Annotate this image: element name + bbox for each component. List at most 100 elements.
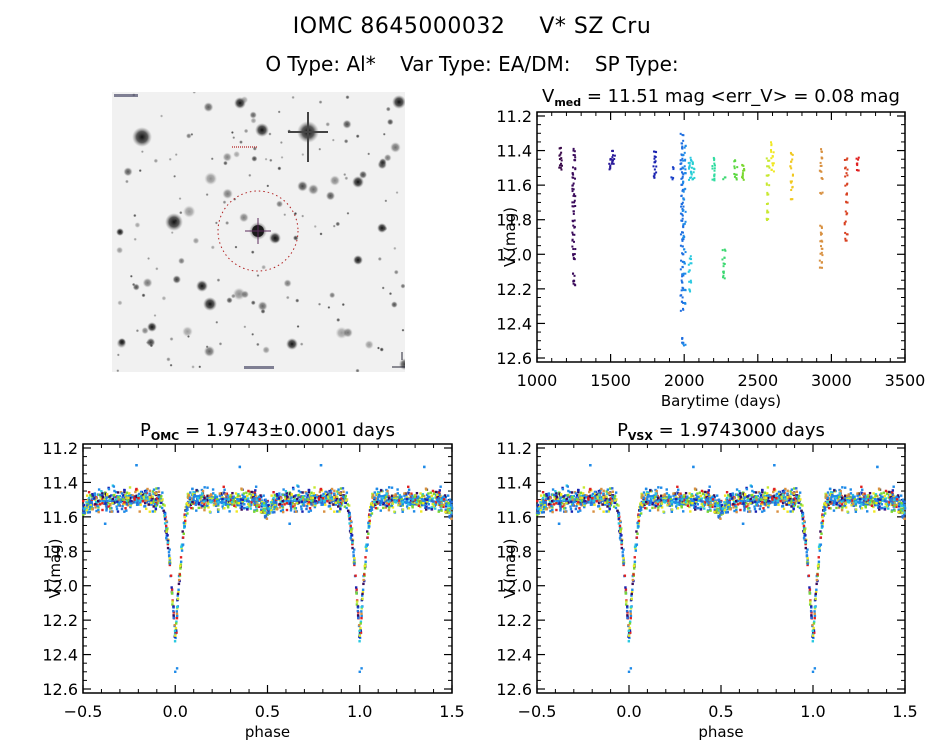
data-point [622,558,625,561]
data-point [569,507,573,511]
data-point [387,500,390,503]
data-point [364,545,368,549]
data-point [251,496,254,499]
data-point [294,507,298,510]
data-point [681,154,684,157]
data-point [660,496,664,500]
data-point [86,505,90,509]
data-point [903,511,906,515]
data-point [544,503,547,506]
data-point [346,509,350,512]
data-point [741,172,744,175]
data-point [432,501,436,505]
data-point [541,498,544,501]
data-point [648,495,652,498]
data-point [613,501,616,504]
data-point [879,497,882,501]
data-point [604,501,607,504]
data-point [370,502,374,505]
data-point [129,500,132,503]
data-point [191,500,194,504]
data-point [163,518,167,521]
data-point [539,494,543,497]
data-point [177,582,181,586]
data-point [681,265,684,268]
data-point [217,504,220,507]
data-point [692,502,695,505]
sky-star [313,224,317,229]
data-point [448,498,451,502]
data-point [186,496,190,500]
data-point [285,498,289,501]
data-point [844,237,847,240]
data-point [628,620,632,623]
data-point [768,159,771,162]
data-point [420,501,423,505]
data-point [97,493,101,497]
data-point [117,503,120,506]
data-point [586,495,590,498]
data-point [144,493,148,496]
data-point [224,501,227,504]
plot-frame [536,443,906,694]
data-point [394,493,397,496]
data-point [221,499,224,502]
data-point [711,167,714,170]
data-point [577,502,580,505]
data-point [846,497,849,500]
data-point [375,493,378,497]
data-point [247,489,250,493]
data-point [190,500,193,503]
data-point [801,522,805,525]
data-point [367,526,370,529]
data-point [853,497,856,500]
data-point [293,510,297,513]
data-point [635,543,639,546]
data-point [387,498,391,502]
data-point [338,503,341,506]
data-point [536,509,540,512]
data-point [820,524,824,527]
data-point [770,500,773,504]
data-point [398,502,402,506]
data-point [770,157,773,160]
sky-star [153,313,157,317]
data-point [300,500,303,504]
data-point [886,502,890,506]
data-point [180,544,184,548]
sky-star [179,210,183,215]
data-point [132,495,135,498]
data-point [716,507,719,510]
data-point [544,498,548,501]
data-point [186,502,189,505]
data-point [653,161,656,164]
data-point [743,509,746,512]
sky-star [299,342,304,346]
data-point [821,513,825,517]
data-point [109,510,112,513]
data-point [305,505,309,508]
data-point [718,516,721,519]
data-point [95,509,98,513]
data-point [257,505,261,509]
data-point [217,508,220,511]
data-point [604,499,607,503]
data-point [681,142,684,145]
data-point [854,508,857,511]
data-point [889,491,893,494]
data-point [337,488,340,491]
data-point [439,508,443,511]
data-point [169,574,173,577]
data-point [231,500,234,504]
data-point [302,498,306,501]
data-point [819,224,822,227]
data-point [586,501,589,504]
y-tick-label: 12.0 [496,577,532,596]
data-point [790,500,793,504]
data-point [203,498,206,502]
data-point [229,500,233,503]
data-point [289,507,293,510]
y-tick-label: 12.0 [42,577,78,596]
data-point [332,503,335,506]
sky-star [318,147,322,151]
